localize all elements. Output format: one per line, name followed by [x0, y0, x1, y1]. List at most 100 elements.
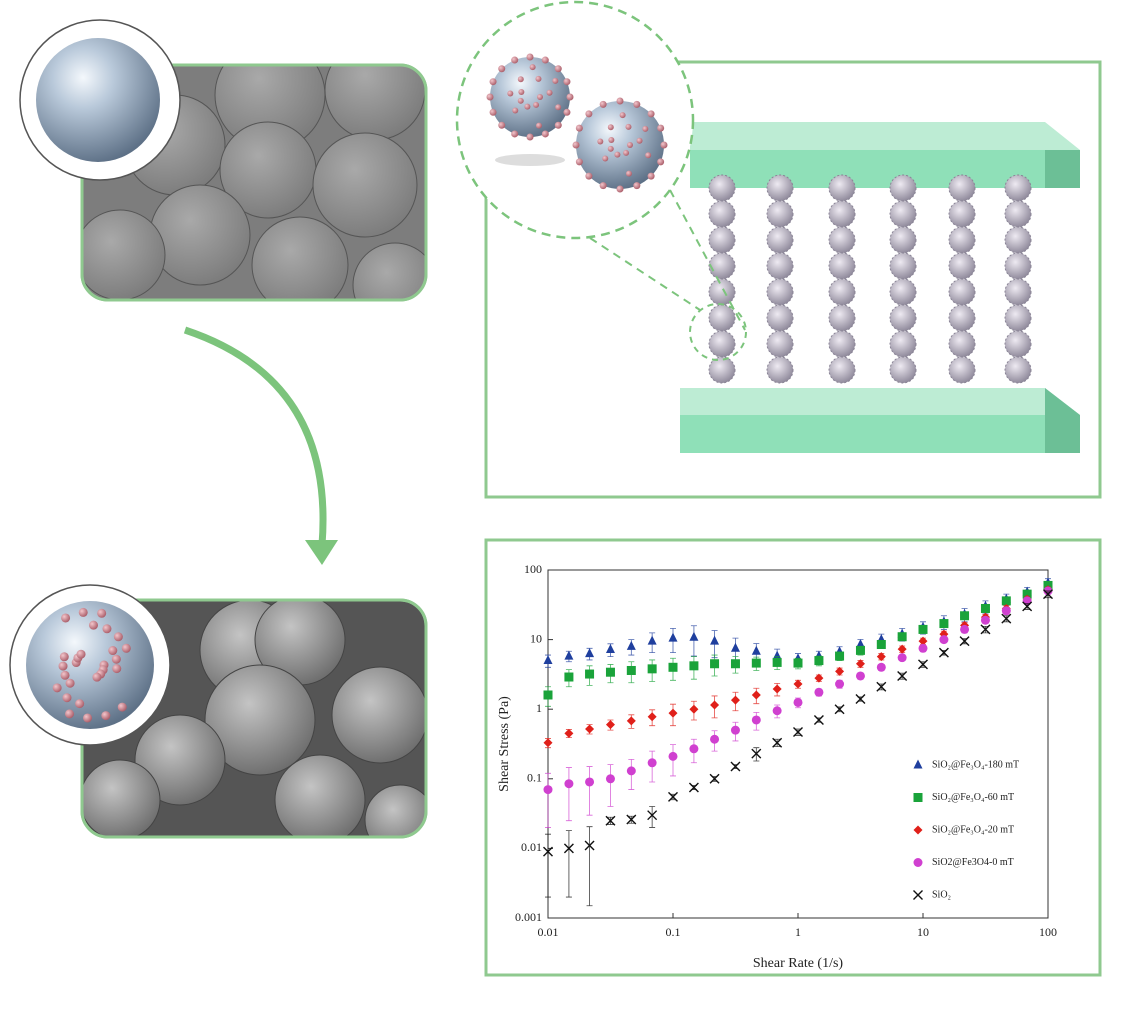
nanoparticle — [554, 121, 562, 129]
data-point — [543, 785, 553, 795]
data-point — [814, 687, 824, 697]
data-point — [543, 738, 553, 748]
nanoparticle — [636, 137, 643, 144]
chain-particle — [948, 304, 976, 332]
data-point — [772, 684, 782, 694]
data-point — [585, 724, 595, 734]
nanoparticle — [633, 100, 641, 108]
data-point — [897, 653, 907, 663]
nanoparticle — [76, 649, 86, 659]
data-point — [855, 639, 865, 649]
data-point — [835, 651, 845, 661]
x-tick-label: 1 — [795, 925, 801, 939]
data-point — [772, 657, 782, 667]
nanoparticle — [78, 607, 88, 617]
x-tick-label: 0.01 — [538, 925, 559, 939]
chain-particle — [1004, 330, 1032, 358]
nanoparticle — [554, 65, 562, 73]
legend-marker — [913, 759, 923, 769]
data-point — [751, 645, 761, 655]
nanoparticle — [585, 172, 593, 180]
nanoparticle — [113, 632, 123, 642]
chain-particle — [766, 304, 794, 332]
x-tick-label: 100 — [1039, 925, 1057, 939]
data-point — [855, 694, 866, 705]
data-point — [772, 706, 782, 716]
nanoparticle — [489, 108, 497, 116]
nanoparticle — [623, 149, 630, 156]
data-point — [710, 659, 720, 669]
y-axis-label: Shear Stress (Pa) — [497, 696, 512, 792]
chain-particle — [948, 356, 976, 384]
nanoparticle — [117, 702, 127, 712]
nanoparticle — [111, 654, 121, 664]
data-point — [647, 712, 657, 722]
data-point — [1001, 606, 1011, 616]
nanoparticle — [88, 620, 98, 630]
data-point — [772, 737, 783, 748]
data-point — [626, 716, 636, 726]
data-point — [689, 661, 699, 671]
nanoparticle — [121, 643, 131, 653]
nanoparticle — [526, 133, 534, 141]
data-point — [980, 624, 991, 635]
legend-marker — [913, 858, 923, 867]
chain-particle — [948, 252, 976, 280]
nanoparticle — [657, 124, 665, 132]
chain-particle — [889, 226, 917, 254]
nanoparticle — [511, 56, 519, 64]
legend-marker — [913, 890, 923, 900]
chain-particle — [766, 330, 794, 358]
y-tick-label: 0.1 — [527, 771, 542, 785]
nanoparticle — [533, 101, 540, 108]
data-point — [1022, 601, 1033, 612]
legend-label: SiO₂ — [932, 889, 951, 900]
chain-particle — [889, 304, 917, 332]
nanoparticle — [575, 124, 583, 132]
data-point — [626, 665, 636, 675]
data-point — [793, 679, 803, 689]
data-point — [897, 632, 907, 642]
data-point — [793, 727, 803, 738]
chain-particle — [766, 200, 794, 228]
nanoparticle — [614, 151, 621, 158]
x-tick-label: 0.1 — [666, 925, 681, 939]
nanoparticle — [518, 88, 525, 95]
chain-particle — [708, 278, 736, 306]
chain-particle — [766, 226, 794, 254]
chain-particle — [889, 200, 917, 228]
chain-particle — [766, 356, 794, 384]
data-point — [918, 636, 928, 646]
nanoparticle — [563, 108, 571, 116]
data-point — [876, 662, 886, 672]
data-point — [813, 714, 824, 725]
legend-label: SiO₂@Fe₃O₄-20 mT — [932, 824, 1014, 835]
nanoparticle — [61, 613, 71, 623]
data-point — [793, 658, 803, 668]
chain-particle — [948, 226, 976, 254]
data-point — [751, 715, 761, 725]
nanoparticle — [58, 661, 68, 671]
data-point — [980, 603, 990, 613]
y-tick-label: 10 — [530, 631, 542, 645]
nanoparticle — [112, 664, 122, 674]
data-point — [835, 666, 845, 676]
sem-image-silica — [19, 19, 428, 302]
chain-particle — [828, 304, 856, 332]
data-point — [563, 843, 574, 854]
data-point — [543, 846, 553, 857]
error-bar — [565, 830, 572, 898]
nanoparticle — [517, 76, 524, 83]
chain-particle — [708, 200, 736, 228]
nanoparticle — [529, 64, 536, 71]
data-point — [668, 751, 678, 761]
data-point — [855, 645, 865, 655]
y-tick-label: 1 — [536, 701, 542, 715]
data-point — [605, 815, 616, 826]
data-point — [585, 777, 595, 787]
data-point — [730, 659, 740, 669]
nanoparticle — [517, 97, 524, 104]
nanoparticle — [83, 713, 93, 723]
nanoparticle — [535, 122, 542, 129]
